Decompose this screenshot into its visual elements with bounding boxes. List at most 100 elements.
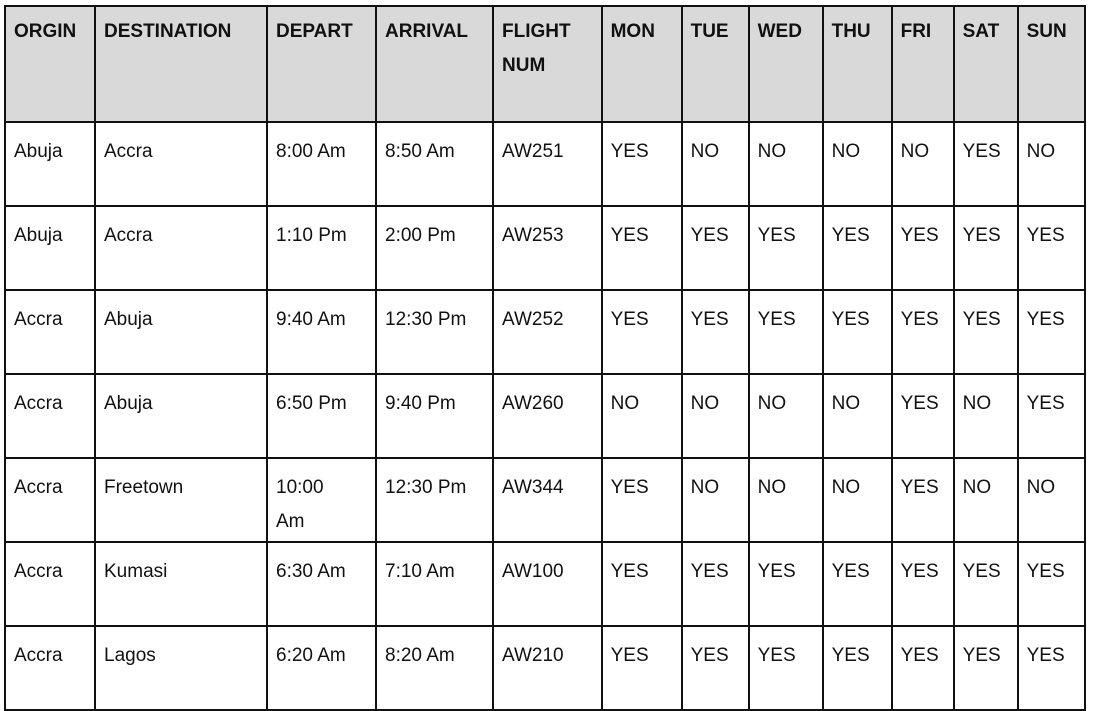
cell-origin: Accra: [4, 625, 96, 711]
cell-arrival: 8:20 Am: [375, 625, 494, 711]
cell-sun: YES: [1016, 625, 1086, 711]
cell-tue: NO: [680, 121, 750, 207]
header-thu: THU: [821, 5, 893, 123]
cell-depart: 6:50 Pm: [266, 373, 377, 459]
cell-fri: YES: [890, 373, 955, 459]
cell-flight-num: AW344: [492, 457, 603, 543]
cell-sat: YES: [952, 121, 1019, 207]
header-sat: SAT: [952, 5, 1019, 123]
cell-destination: Accra: [94, 121, 268, 207]
cell-flight-num: AW260: [492, 373, 603, 459]
cell-arrival: 2:00 Pm: [375, 205, 494, 291]
cell-origin: Abuja: [4, 205, 96, 291]
cell-fri: YES: [890, 625, 955, 711]
cell-arrival: 12:30 Pm: [375, 289, 494, 375]
cell-wed: NO: [747, 121, 824, 207]
table-row: Accra Lagos 6:20 Am 8:20 Am AW210 YES YES YES YE…: [4, 625, 1086, 711]
header-sun: SUN: [1016, 5, 1086, 123]
cell-destination: Abuja: [94, 289, 268, 375]
header-wed: WED: [747, 5, 824, 123]
table-row: Abuja Accra 1:10 Pm 2:00 Pm AW253 YES YES YES YE…: [4, 205, 1086, 291]
cell-flight-num: AW252: [492, 289, 603, 375]
cell-depart: 9:40 Am: [266, 289, 377, 375]
cell-sun: YES: [1016, 205, 1086, 291]
flight-schedule-table: ORGIN DESTINATION DEPART ARRIVAL FLIGHT NUM M…: [4, 5, 1086, 711]
cell-depart: 6:20 Am: [266, 625, 377, 711]
cell-thu: YES: [821, 289, 893, 375]
cell-destination: Kumasi: [94, 541, 268, 627]
cell-sun: NO: [1016, 121, 1086, 207]
header-tue: TUE: [680, 5, 750, 123]
cell-mon: YES: [600, 289, 683, 375]
header-origin: ORGIN: [4, 5, 96, 123]
cell-arrival: 8:50 Am: [375, 121, 494, 207]
table-row: Accra Kumasi 6:30 Am 7:10 Am AW100 YES YES YES Y…: [4, 541, 1086, 627]
table-row: Accra Freetown 10:00 Am 12:30 Pm AW344 YES NO N…: [4, 457, 1086, 543]
cell-flight-num: AW210: [492, 625, 603, 711]
cell-thu: NO: [821, 457, 893, 543]
cell-destination: Abuja: [94, 373, 268, 459]
cell-thu: YES: [821, 625, 893, 711]
cell-thu: NO: [821, 373, 893, 459]
cell-sat: YES: [952, 625, 1019, 711]
cell-wed: YES: [747, 205, 824, 291]
cell-tue: NO: [680, 457, 750, 543]
header-flight-num: FLIGHT NUM: [492, 5, 603, 123]
cell-flight-num: AW253: [492, 205, 603, 291]
cell-depart: 6:30 Am: [266, 541, 377, 627]
header-destination: DESTINATION: [94, 5, 268, 123]
cell-mon: YES: [600, 121, 683, 207]
cell-fri: YES: [890, 205, 955, 291]
cell-tue: YES: [680, 625, 750, 711]
cell-destination: Freetown: [94, 457, 268, 543]
cell-depart: 1:10 Pm: [266, 205, 377, 291]
cell-wed: NO: [747, 457, 824, 543]
cell-destination: Accra: [94, 205, 268, 291]
cell-fri: YES: [890, 457, 955, 543]
header-arrival: ARRIVAL: [375, 5, 494, 123]
cell-origin: Accra: [4, 541, 96, 627]
cell-arrival: 7:10 Am: [375, 541, 494, 627]
table-row: Abuja Accra 8:00 Am 8:50 Am AW251 YES NO NO NO NO…: [4, 121, 1086, 207]
cell-sun: NO: [1016, 457, 1086, 543]
cell-flight-num: AW100: [492, 541, 603, 627]
cell-wed: YES: [747, 289, 824, 375]
cell-mon: YES: [600, 541, 683, 627]
cell-sat: YES: [952, 205, 1019, 291]
cell-origin: Accra: [4, 373, 96, 459]
cell-origin: Accra: [4, 289, 96, 375]
cell-wed: NO: [747, 373, 824, 459]
cell-sat: NO: [952, 373, 1019, 459]
cell-mon: YES: [600, 457, 683, 543]
cell-tue: YES: [680, 205, 750, 291]
cell-destination: Lagos: [94, 625, 268, 711]
cell-origin: Accra: [4, 457, 96, 543]
cell-mon: NO: [600, 373, 683, 459]
cell-wed: YES: [747, 541, 824, 627]
cell-wed: YES: [747, 625, 824, 711]
header-depart: DEPART: [266, 5, 377, 123]
cell-depart: 10:00 Am: [266, 457, 377, 543]
cell-fri: YES: [890, 289, 955, 375]
cell-sun: YES: [1016, 541, 1086, 627]
header-row: ORGIN DESTINATION DEPART ARRIVAL FLIGHT NUM M…: [4, 5, 1086, 123]
cell-sat: YES: [952, 541, 1019, 627]
cell-tue: YES: [680, 541, 750, 627]
header-fri: FRI: [890, 5, 955, 123]
cell-sun: YES: [1016, 289, 1086, 375]
cell-sat: YES: [952, 289, 1019, 375]
cell-sat: NO: [952, 457, 1019, 543]
cell-mon: YES: [600, 625, 683, 711]
cell-thu: YES: [821, 205, 893, 291]
cell-tue: NO: [680, 373, 750, 459]
table-row: Accra Abuja 9:40 Am 12:30 Pm AW252 YES YES YES Y…: [4, 289, 1086, 375]
cell-flight-num: AW251: [492, 121, 603, 207]
header-mon: MON: [600, 5, 683, 123]
cell-fri: YES: [890, 541, 955, 627]
cell-sun: YES: [1016, 373, 1086, 459]
cell-thu: YES: [821, 541, 893, 627]
cell-fri: NO: [890, 121, 955, 207]
table-row: Accra Abuja 6:50 Pm 9:40 Pm AW260 NO NO NO NO YES…: [4, 373, 1086, 459]
cell-depart: 8:00 Am: [266, 121, 377, 207]
cell-arrival: 12:30 Pm: [375, 457, 494, 543]
